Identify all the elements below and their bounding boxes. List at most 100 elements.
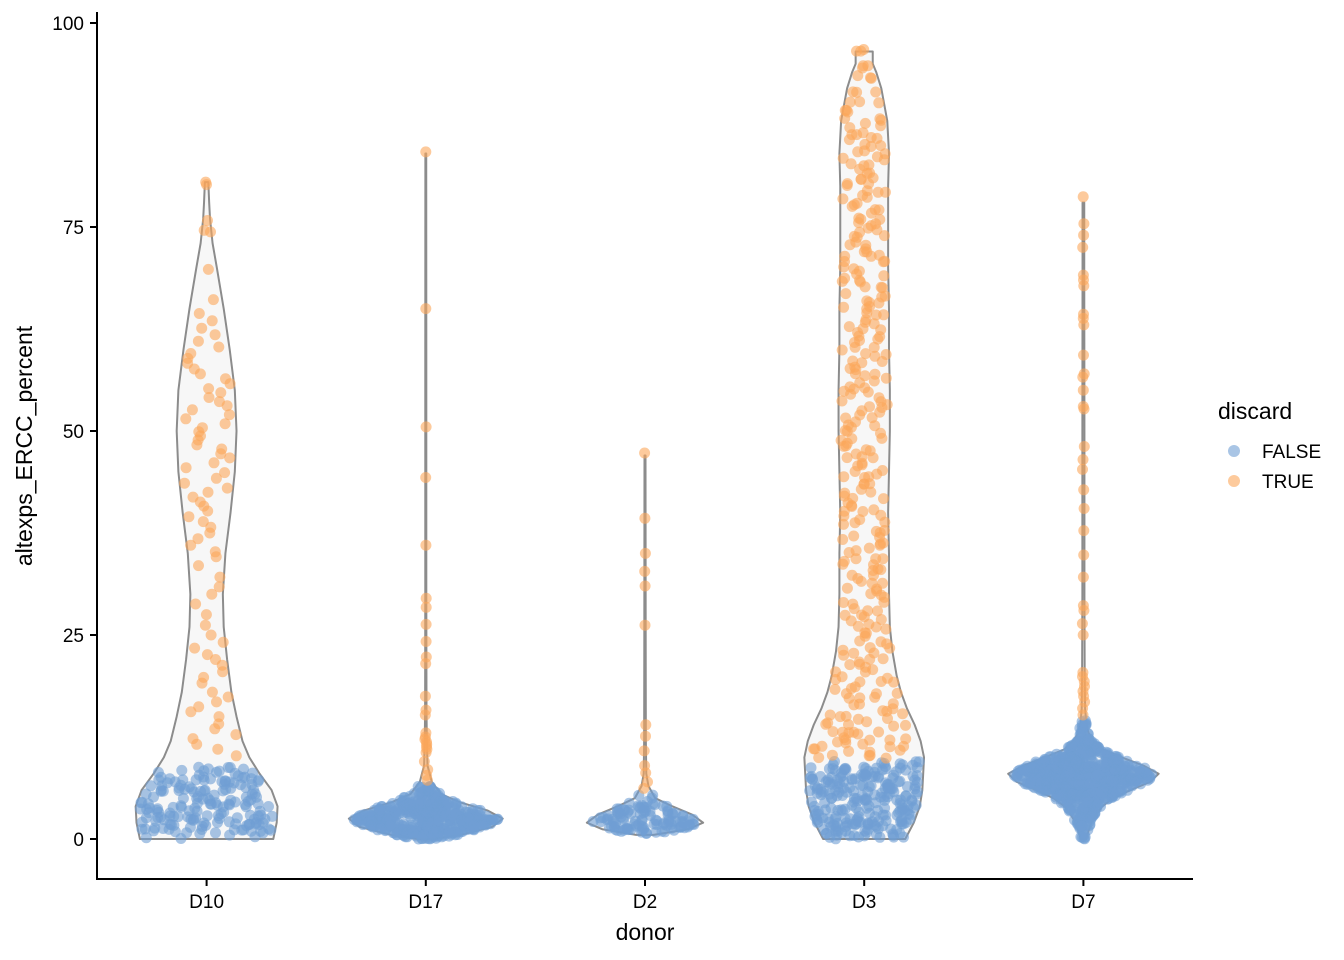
point-D10-false xyxy=(211,766,222,778)
point-D3-false xyxy=(903,808,915,820)
point-D3-true xyxy=(839,250,851,262)
point-D3-true xyxy=(878,309,890,321)
point-D3-true xyxy=(874,113,886,125)
point-D7-false xyxy=(1076,820,1088,832)
y-tick-label: 100 xyxy=(52,14,84,35)
point-D2-false xyxy=(612,807,623,818)
point-D3-false xyxy=(856,790,868,801)
point-D2-true xyxy=(640,719,652,731)
point-D7-false xyxy=(1116,764,1128,776)
legend-label-true: TRUE xyxy=(1262,472,1314,493)
point-D17-true xyxy=(420,472,432,483)
point-D10-false xyxy=(210,827,221,839)
point-D3-true xyxy=(874,214,886,225)
point-D3-true xyxy=(837,534,849,545)
point-D17-false xyxy=(393,808,405,820)
point-D7-true xyxy=(1077,629,1089,641)
point-D7-true xyxy=(1078,484,1090,496)
point-D3-true xyxy=(877,577,888,589)
point-D10-true xyxy=(211,696,222,708)
point-D10-false xyxy=(247,767,258,779)
point-D3-true xyxy=(891,687,903,699)
point-D3-true xyxy=(845,158,857,170)
point-D17-true xyxy=(420,727,432,739)
point-D2-true xyxy=(639,619,651,631)
point-D7-true xyxy=(1077,401,1089,412)
point-D3-true xyxy=(863,296,875,308)
point-D3-false xyxy=(860,770,872,782)
point-D3-true xyxy=(880,752,892,764)
point-D10-false xyxy=(156,780,168,792)
point-D3-true xyxy=(847,492,859,504)
point-D3-true xyxy=(838,597,849,608)
y-tick-label: 50 xyxy=(63,422,84,443)
point-D7-true xyxy=(1077,600,1089,612)
point-D17-false xyxy=(407,828,419,839)
point-D3-true xyxy=(877,653,889,665)
point-D3-true xyxy=(844,96,856,108)
point-D3-false xyxy=(831,774,843,786)
point-D7-false xyxy=(1097,782,1109,794)
point-D17-false xyxy=(445,806,457,818)
point-D3-true xyxy=(837,152,849,164)
point-D10-true xyxy=(205,521,217,533)
point-D10-true xyxy=(185,539,197,551)
point-D10-true xyxy=(209,546,221,558)
point-D3-true xyxy=(863,159,875,171)
point-D10-false xyxy=(240,801,252,813)
point-D10-true xyxy=(212,743,224,755)
point-D10-true xyxy=(186,404,198,416)
point-D10-false xyxy=(145,780,157,792)
point-D3-false xyxy=(832,825,844,837)
point-D2-true xyxy=(642,776,653,788)
point-D10-false xyxy=(263,801,274,812)
point-D10-true xyxy=(217,636,229,648)
point-D10-true xyxy=(213,711,225,723)
point-D3-true xyxy=(900,719,911,731)
point-D3-true xyxy=(876,291,888,303)
point-D3-true xyxy=(897,708,909,720)
point-D3-true xyxy=(837,726,849,738)
point-D3-true xyxy=(865,486,877,498)
point-D2-true xyxy=(638,745,650,757)
point-D10-false xyxy=(172,811,184,823)
point-D10-true xyxy=(222,691,234,703)
point-D17-true xyxy=(418,756,430,767)
point-D3-true xyxy=(879,148,891,160)
point-D17-false xyxy=(476,818,488,830)
point-D7-true xyxy=(1077,463,1088,475)
point-D3-true xyxy=(878,591,890,603)
point-D7-true xyxy=(1077,191,1089,203)
point-D3-true xyxy=(809,743,821,755)
point-D3-true xyxy=(840,412,852,424)
point-D7-false xyxy=(1066,740,1078,752)
point-D3-true xyxy=(875,636,887,648)
point-D10-true xyxy=(219,418,231,430)
point-D10-false xyxy=(169,776,181,788)
point-D10-false xyxy=(189,802,201,814)
point-D10-true xyxy=(214,571,226,583)
point-D3-false xyxy=(839,762,851,774)
point-D3-true xyxy=(839,609,851,621)
point-D3-true xyxy=(862,605,874,617)
point-D17-true xyxy=(420,651,432,663)
x-tick-label: D17 xyxy=(408,892,443,913)
point-D3-false xyxy=(807,773,818,785)
point-D7-false xyxy=(1064,804,1076,816)
point-D3-false xyxy=(898,831,909,843)
point-D3-true xyxy=(843,745,855,757)
point-D3-false xyxy=(871,829,882,840)
point-D10-true xyxy=(183,511,195,523)
point-D3-false xyxy=(901,781,913,793)
point-D3-true xyxy=(863,542,875,554)
y-axis-title: altexps_ERCC_percent xyxy=(11,325,37,566)
point-D3-true xyxy=(866,412,878,424)
point-D10-true xyxy=(213,581,225,593)
point-D10-false xyxy=(143,807,155,819)
point-D3-true xyxy=(855,213,867,225)
point-D10-true xyxy=(199,619,211,631)
point-D3-true xyxy=(854,226,866,238)
point-D10-true xyxy=(215,387,227,399)
point-D2-true xyxy=(639,512,651,524)
point-D17-true xyxy=(420,636,432,647)
